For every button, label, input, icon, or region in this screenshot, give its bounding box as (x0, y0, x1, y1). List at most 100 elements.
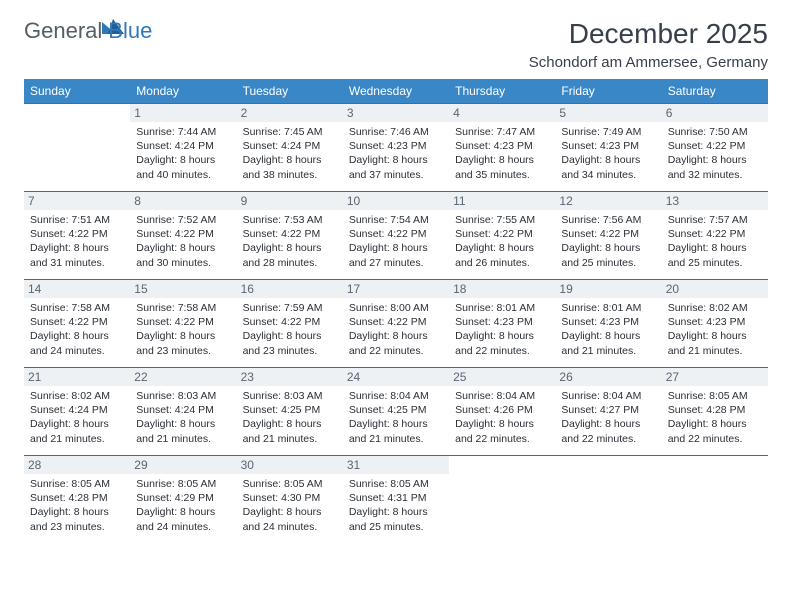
calendar-day-cell: 3Sunrise: 7:46 AMSunset: 4:23 PMDaylight… (343, 104, 449, 192)
calendar-day-cell: 2 Sunrise: 7:45 AMSunset: 4:24 PMDaylight… (237, 104, 343, 192)
day-info: Sunrise: 8:01 AMSunset: 4:23 PMDaylight:… (561, 301, 655, 358)
header: General Blue December 2025 Schondorf am … (24, 18, 768, 71)
day-number: 4 (449, 104, 555, 122)
day-number: 9 (237, 192, 343, 210)
day-number: 20 (662, 280, 768, 298)
calendar-day-cell: 15 Sunrise: 7:58 AMSunset: 4:22 PMDayligh… (130, 280, 236, 368)
day-number: 7 (24, 192, 130, 210)
day-number: 22 (130, 368, 236, 386)
calendar-week-row: 28 Sunrise: 8:05 AMSunset: 4:28 PMDayligh… (24, 456, 768, 544)
day-number: 29 (130, 456, 236, 474)
calendar-day-cell: 5 Sunrise: 7:49 AMSunset: 4:23 PMDaylight… (555, 104, 661, 192)
day-info: Sunrise: 7:47 AMSunset: 4:23 PMDaylight:… (455, 125, 549, 182)
day-info: Sunrise: 8:05 AMSunset: 4:31 PMDaylight:… (349, 477, 443, 534)
weekday-header: Tuesday (237, 79, 343, 104)
day-info: Sunrise: 7:58 AMSunset: 4:22 PMDaylight:… (30, 301, 124, 358)
calendar-day-cell: 11Sunrise: 7:55 AMSunset: 4:22 PMDayligh… (449, 192, 555, 280)
day-info: Sunrise: 8:05 AMSunset: 4:30 PMDaylight:… (243, 477, 337, 534)
day-number: 30 (237, 456, 343, 474)
day-info: Sunrise: 8:01 AMSunset: 4:23 PMDaylight:… (455, 301, 549, 358)
day-number: 6 (662, 104, 768, 122)
day-info: Sunrise: 7:56 AMSunset: 4:22 PMDaylight:… (561, 213, 655, 270)
calendar-day-cell: 9 Sunrise: 7:53 AMSunset: 4:22 PMDaylight… (237, 192, 343, 280)
calendar-day-cell: 19 Sunrise: 8:01 AMSunset: 4:23 PMDayligh… (555, 280, 661, 368)
page-title: December 2025 (529, 18, 768, 50)
day-info: Sunrise: 8:05 AMSunset: 4:28 PMDaylight:… (668, 389, 762, 446)
day-info: Sunrise: 8:05 AMSunset: 4:29 PMDaylight:… (136, 477, 230, 534)
day-info: Sunrise: 8:04 AMSunset: 4:27 PMDaylight:… (561, 389, 655, 446)
calendar-day-cell: 17 Sunrise: 8:00 AMSunset: 4:22 PMDayligh… (343, 280, 449, 368)
day-number: 27 (662, 368, 768, 386)
calendar-day-cell: 25Sunrise: 8:04 AMSunset: 4:26 PMDayligh… (449, 368, 555, 456)
day-number: 3 (343, 104, 449, 122)
day-number: 23 (237, 368, 343, 386)
day-info: Sunrise: 7:51 AMSunset: 4:22 PMDaylight:… (30, 213, 124, 270)
calendar-day-cell (24, 104, 130, 192)
day-number: 1 (130, 104, 236, 122)
day-info: Sunrise: 8:00 AMSunset: 4:22 PMDaylight:… (349, 301, 443, 358)
weekday-header: Saturday (662, 79, 768, 104)
calendar-week-row: 7 Sunrise: 7:51 AMSunset: 4:22 PMDaylight… (24, 192, 768, 280)
weekday-header-row: SundayMondayTuesdayWednesdayThursdayFrid… (24, 79, 768, 104)
day-number: 14 (24, 280, 130, 298)
day-info: Sunrise: 8:04 AMSunset: 4:25 PMDaylight:… (349, 389, 443, 446)
day-number: 11 (449, 192, 555, 210)
calendar-day-cell: 29 Sunrise: 8:05 AMSunset: 4:29 PMDayligh… (130, 456, 236, 544)
calendar-day-cell: 21Sunrise: 8:02 AMSunset: 4:24 PMDayligh… (24, 368, 130, 456)
day-number: 10 (343, 192, 449, 210)
calendar-day-cell: 1Sunrise: 7:44 AMSunset: 4:24 PMDaylight… (130, 104, 236, 192)
calendar-table: SundayMondayTuesdayWednesdayThursdayFrid… (24, 79, 768, 543)
day-number: 28 (24, 456, 130, 474)
day-number: 12 (555, 192, 661, 210)
calendar-day-cell: 18Sunrise: 8:01 AMSunset: 4:23 PMDayligh… (449, 280, 555, 368)
calendar-day-cell: 7 Sunrise: 7:51 AMSunset: 4:22 PMDaylight… (24, 192, 130, 280)
calendar-day-cell (662, 456, 768, 544)
calendar-day-cell: 23 Sunrise: 8:03 AMSunset: 4:25 PMDayligh… (237, 368, 343, 456)
day-info: Sunrise: 7:54 AMSunset: 4:22 PMDaylight:… (349, 213, 443, 270)
day-number: 13 (662, 192, 768, 210)
calendar-day-cell: 28 Sunrise: 8:05 AMSunset: 4:28 PMDayligh… (24, 456, 130, 544)
day-number: 19 (555, 280, 661, 298)
day-number: 5 (555, 104, 661, 122)
day-info: Sunrise: 7:49 AMSunset: 4:23 PMDaylight:… (561, 125, 655, 182)
day-info: Sunrise: 7:52 AMSunset: 4:22 PMDaylight:… (136, 213, 230, 270)
day-number: 8 (130, 192, 236, 210)
day-info: Sunrise: 8:05 AMSunset: 4:28 PMDaylight:… (30, 477, 124, 534)
weekday-header: Sunday (24, 79, 130, 104)
calendar-day-cell: 10 Sunrise: 7:54 AMSunset: 4:22 PMDayligh… (343, 192, 449, 280)
day-info: Sunrise: 7:45 AMSunset: 4:24 PMDaylight:… (243, 125, 337, 182)
calendar-week-row: 1Sunrise: 7:44 AMSunset: 4:24 PMDaylight… (24, 104, 768, 192)
day-info: Sunrise: 8:02 AMSunset: 4:24 PMDaylight:… (30, 389, 124, 446)
day-info: Sunrise: 8:03 AMSunset: 4:25 PMDaylight:… (243, 389, 337, 446)
day-number: 15 (130, 280, 236, 298)
calendar-week-row: 21Sunrise: 8:02 AMSunset: 4:24 PMDayligh… (24, 368, 768, 456)
calendar-day-cell: 22Sunrise: 8:03 AMSunset: 4:24 PMDayligh… (130, 368, 236, 456)
calendar-day-cell: 12 Sunrise: 7:56 AMSunset: 4:22 PMDayligh… (555, 192, 661, 280)
calendar-day-cell: 20 Sunrise: 8:02 AMSunset: 4:23 PMDayligh… (662, 280, 768, 368)
calendar-day-cell: 31Sunrise: 8:05 AMSunset: 4:31 PMDayligh… (343, 456, 449, 544)
calendar-day-cell (449, 456, 555, 544)
location: Schondorf am Ammersee, Germany (529, 54, 768, 71)
calendar-day-cell: 26Sunrise: 8:04 AMSunset: 4:27 PMDayligh… (555, 368, 661, 456)
day-info: Sunrise: 8:02 AMSunset: 4:23 PMDaylight:… (668, 301, 762, 358)
weekday-header: Monday (130, 79, 236, 104)
day-number: 24 (343, 368, 449, 386)
day-info: Sunrise: 7:57 AMSunset: 4:22 PMDaylight:… (668, 213, 762, 270)
weekday-header: Thursday (449, 79, 555, 104)
calendar-day-cell: 13 Sunrise: 7:57 AMSunset: 4:22 PMDayligh… (662, 192, 768, 280)
day-info: Sunrise: 7:59 AMSunset: 4:22 PMDaylight:… (243, 301, 337, 358)
day-info: Sunrise: 7:58 AMSunset: 4:22 PMDaylight:… (136, 301, 230, 358)
day-info: Sunrise: 7:50 AMSunset: 4:22 PMDaylight:… (668, 125, 762, 182)
day-info: Sunrise: 7:53 AMSunset: 4:22 PMDaylight:… (243, 213, 337, 270)
day-number: 2 (237, 104, 343, 122)
calendar-day-cell: 8 Sunrise: 7:52 AMSunset: 4:22 PMDaylight… (130, 192, 236, 280)
calendar-week-row: 14 Sunrise: 7:58 AMSunset: 4:22 PMDayligh… (24, 280, 768, 368)
brand-logo: General Blue (24, 18, 152, 44)
calendar-day-cell: 6 Sunrise: 7:50 AMSunset: 4:22 PMDaylight… (662, 104, 768, 192)
day-number: 17 (343, 280, 449, 298)
calendar-day-cell: 27 Sunrise: 8:05 AMSunset: 4:28 PMDayligh… (662, 368, 768, 456)
calendar-day-cell: 24 Sunrise: 8:04 AMSunset: 4:25 PMDayligh… (343, 368, 449, 456)
calendar-day-cell: 30 Sunrise: 8:05 AMSunset: 4:30 PMDayligh… (237, 456, 343, 544)
day-number: 16 (237, 280, 343, 298)
calendar-day-cell: 4 Sunrise: 7:47 AMSunset: 4:23 PMDaylight… (449, 104, 555, 192)
